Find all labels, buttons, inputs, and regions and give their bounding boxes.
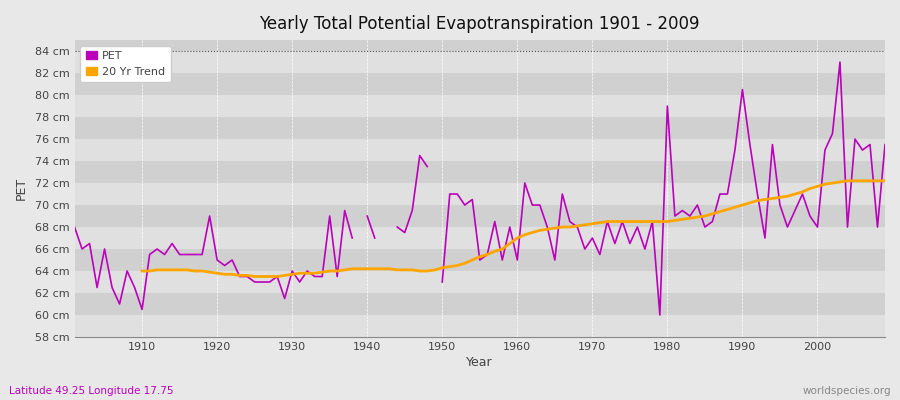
PET [519,181,530,186]
Bar [75,29,885,51]
Legend: PET, 20 Yr Trend: PET, 20 Yr Trend [80,46,171,82]
PET [294,280,305,284]
Bar [75,51,885,73]
Bar [75,161,885,183]
Text: worldspecies.org: worldspecies.org [803,386,891,396]
Bar [75,315,885,337]
Y-axis label: PET: PET [15,177,28,200]
X-axis label: Year: Year [466,356,493,369]
20 Yr Trend [827,181,838,186]
Bar [75,205,885,227]
20 Yr Trend [857,178,868,183]
Bar [75,183,885,205]
Title: Yearly Total Potential Evapotranspiration 1901 - 2009: Yearly Total Potential Evapotranspiratio… [259,15,700,33]
Bar [75,271,885,293]
20 Yr Trend [879,178,890,183]
Bar [75,117,885,139]
Bar [75,249,885,271]
20 Yr Trend [526,230,537,235]
Bar [75,95,885,117]
PET [879,142,890,147]
Bar [75,227,885,249]
PET [609,241,620,246]
Bar [75,73,885,95]
Line: PET: PET [75,62,885,315]
20 Yr Trend [842,178,853,183]
Bar [75,293,885,315]
Line: 20 Yr Trend: 20 Yr Trend [142,181,885,276]
PET [130,285,140,290]
PET [339,208,350,213]
20 Yr Trend [249,274,260,279]
20 Yr Trend [317,270,328,274]
20 Yr Trend [287,272,298,277]
20 Yr Trend [137,269,148,274]
PET [512,258,523,262]
Text: Latitude 49.25 Longitude 17.75: Latitude 49.25 Longitude 17.75 [9,386,174,396]
PET [69,225,80,230]
20 Yr Trend [587,221,598,226]
Bar [75,139,885,161]
